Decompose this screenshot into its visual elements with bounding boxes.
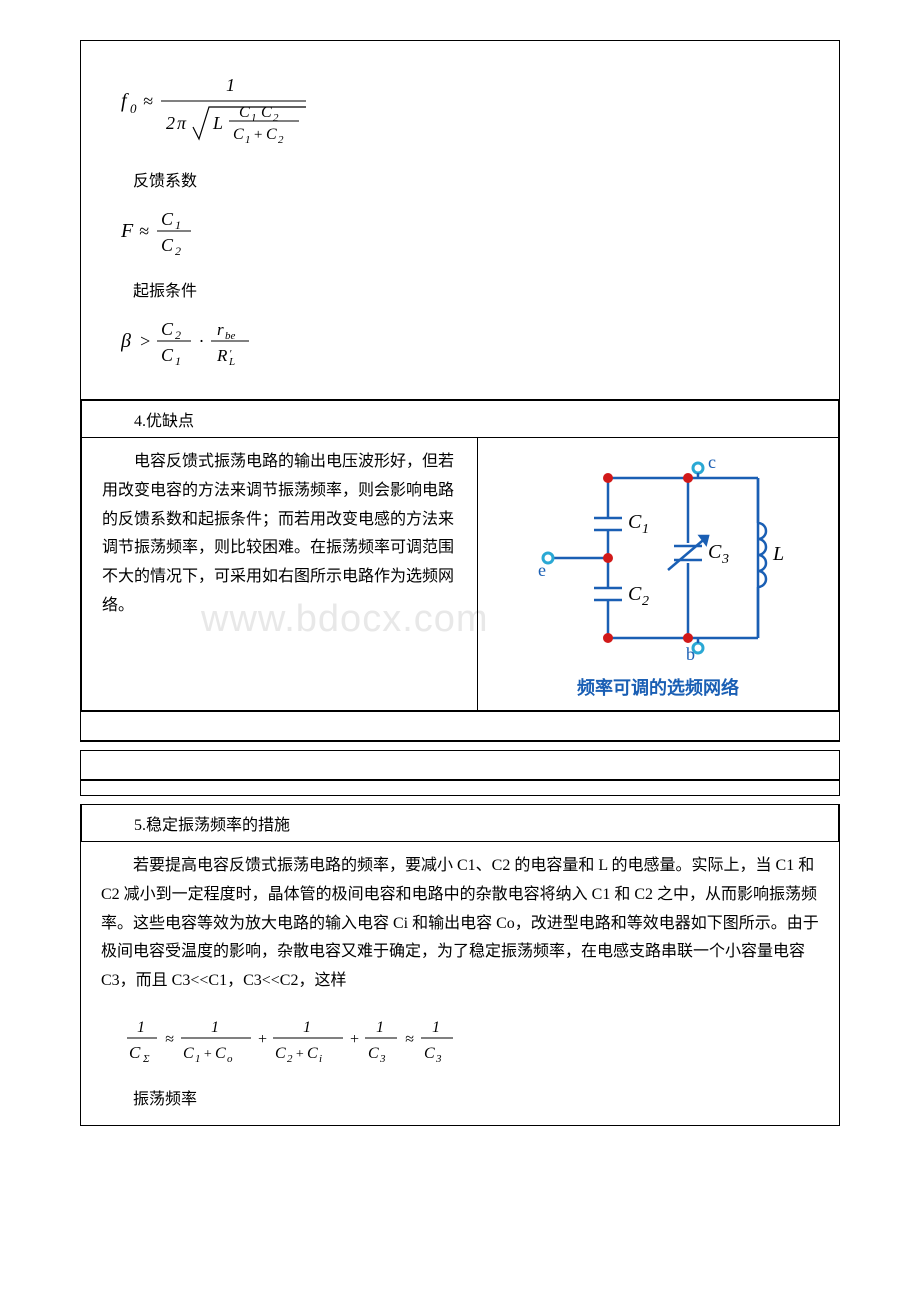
svg-text:C: C xyxy=(628,511,642,533)
svg-text:2: 2 xyxy=(175,244,181,258)
block2-title: 4.优缺点 xyxy=(81,400,839,437)
svg-text:C: C xyxy=(708,541,722,563)
svg-text:1: 1 xyxy=(175,354,181,368)
svg-text:1: 1 xyxy=(303,1019,311,1036)
svg-text:2: 2 xyxy=(278,134,284,146)
svg-text:C: C xyxy=(129,1043,141,1062)
svg-text:C: C xyxy=(183,1045,194,1062)
svg-text:2: 2 xyxy=(166,113,175,133)
start-label: 起振条件 xyxy=(101,278,819,307)
svg-text:≈: ≈ xyxy=(139,221,149,241)
svg-text:o: o xyxy=(227,1053,233,1065)
svg-text:C: C xyxy=(161,235,174,255)
svg-text:C: C xyxy=(275,1045,286,1062)
svg-text:1: 1 xyxy=(432,1019,440,1036)
svg-text:L: L xyxy=(228,356,235,368)
feedback-label: 反馈系数 xyxy=(101,168,819,197)
svg-text:R: R xyxy=(216,346,228,365)
svg-text:+: + xyxy=(257,1031,268,1048)
svg-text:β: β xyxy=(121,330,131,352)
svg-text:C: C xyxy=(628,583,642,605)
svg-text:f: f xyxy=(121,90,129,112)
svg-text:r: r xyxy=(217,320,224,339)
formula-csigma: 1 C Σ ≈ 1 C 1 + C o + 1 C xyxy=(121,1012,819,1078)
circuit-diagram: c e b C 1 C 2 C 3 L xyxy=(508,448,808,668)
svg-text:C: C xyxy=(307,1045,318,1062)
svg-text:C: C xyxy=(424,1045,435,1062)
svg-text:c: c xyxy=(708,452,716,472)
svg-text:1: 1 xyxy=(211,1019,219,1036)
diagram-caption: 频率可调的选频网络 xyxy=(577,674,739,700)
svg-text:2: 2 xyxy=(175,328,181,342)
svg-text:3: 3 xyxy=(721,552,729,567)
svg-text:C: C xyxy=(368,1045,379,1062)
svg-text:Σ: Σ xyxy=(142,1053,150,1065)
svg-text:+: + xyxy=(203,1047,212,1062)
svg-text:2: 2 xyxy=(287,1053,293,1065)
svg-text:3: 3 xyxy=(435,1053,442,1065)
svg-text:e: e xyxy=(538,560,546,580)
block2-text: 电容反馈式振荡电路的输出电压波形好，但若用改变电容的方法来调节振荡频率，则会影响… xyxy=(102,448,457,621)
svg-text:C: C xyxy=(161,345,174,365)
svg-text:1: 1 xyxy=(245,134,251,146)
empty-row xyxy=(81,751,839,780)
svg-text:≈: ≈ xyxy=(143,91,153,111)
svg-text:be: be xyxy=(225,330,236,342)
svg-text:>: > xyxy=(139,331,151,351)
svg-text:F: F xyxy=(121,220,134,242)
svg-text:1: 1 xyxy=(137,1019,145,1036)
svg-text:C: C xyxy=(261,104,272,121)
svg-text:C: C xyxy=(266,126,277,143)
svg-text:b: b xyxy=(686,644,695,664)
svg-text:1: 1 xyxy=(175,218,181,232)
svg-text:≈: ≈ xyxy=(165,1031,174,1048)
svg-text:2: 2 xyxy=(642,594,649,609)
svg-text:L: L xyxy=(772,543,784,565)
svg-text:3: 3 xyxy=(379,1053,386,1065)
svg-text:+: + xyxy=(253,127,263,143)
svg-text:1: 1 xyxy=(251,112,257,124)
svg-text:1: 1 xyxy=(642,522,649,537)
empty-row xyxy=(81,711,839,741)
svg-text:≈: ≈ xyxy=(405,1031,414,1048)
svg-text:1: 1 xyxy=(195,1053,201,1065)
formula-F: F ≈ C 1 C 2 xyxy=(121,205,819,271)
formula-f0: f 0 ≈ 1 2 π L C 1 C 2 C 1 xyxy=(121,59,819,160)
block3-title: 5.稳定振荡频率的措施 xyxy=(81,805,839,841)
svg-text:L: L xyxy=(212,113,223,133)
svg-text:C: C xyxy=(161,209,174,229)
svg-text:i: i xyxy=(319,1053,322,1065)
svg-text:2: 2 xyxy=(273,112,279,124)
svg-text:C: C xyxy=(233,126,244,143)
freq-label: 振荡频率 xyxy=(101,1086,819,1115)
svg-text:1: 1 xyxy=(376,1019,384,1036)
svg-text:C: C xyxy=(215,1045,226,1062)
svg-text:·: · xyxy=(199,331,204,351)
svg-text:+: + xyxy=(295,1047,304,1062)
svg-text:0: 0 xyxy=(130,101,137,116)
svg-text:1: 1 xyxy=(226,75,235,95)
svg-text:C: C xyxy=(161,319,174,339)
formula-beta: β > C 2 C 1 · r be R ′ L xyxy=(121,315,819,381)
svg-text:+: + xyxy=(349,1031,360,1048)
empty-row xyxy=(81,780,839,795)
svg-text:π: π xyxy=(177,113,187,133)
svg-text:C: C xyxy=(239,104,250,121)
block3-text: 若要提高电容反馈式振荡电路的频率，要减小 C1、C2 的电容量和 L 的电感量。… xyxy=(101,852,819,996)
